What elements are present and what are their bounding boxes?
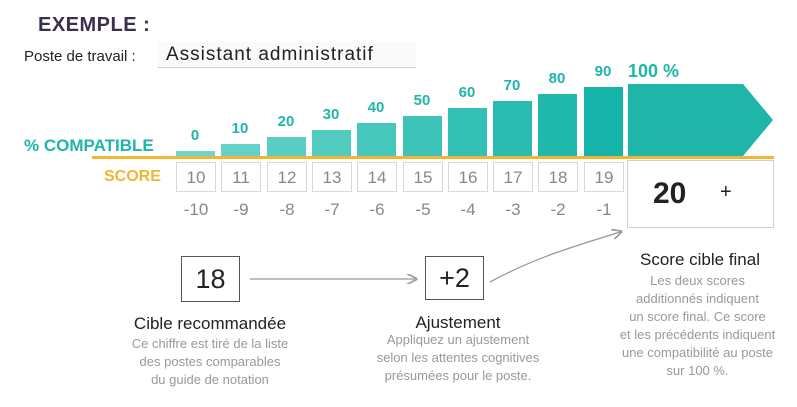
final-compatibility-arrow: [628, 84, 773, 156]
final-description-line: Les deux scores: [650, 273, 745, 288]
compatibility-percent: 70: [503, 77, 521, 95]
compatibility-bar: [312, 129, 351, 156]
score-cell: 15: [403, 162, 443, 192]
score-cell: 16: [448, 162, 488, 192]
final-description-line: un score final. Ce score: [629, 309, 766, 324]
adjustment-description-line: Appliquez un ajustement: [386, 332, 530, 347]
final-description-line: additionnés indiquent: [636, 291, 759, 306]
recommended-title: Cible recommandée: [133, 314, 287, 333]
score-offset: -4: [460, 200, 476, 219]
page-title: EXEMPLE :: [38, 14, 151, 36]
compatibility-bar: [403, 115, 442, 156]
compatibility-percent: 60: [458, 84, 476, 102]
score-offset: -6: [369, 200, 385, 219]
final-score-description: Les deux scores additionnés indiquent un s…: [585, 272, 797, 380]
recommended-description: Ce chiffre est tiré de la liste des poste…: [100, 335, 320, 389]
recommended-description-line: du guide de notation: [151, 372, 269, 387]
compatibility-percent: 50: [413, 91, 431, 109]
compatibility-bar: [176, 151, 215, 156]
score-cell: 19: [584, 162, 624, 192]
compatibility-bar: [493, 101, 532, 156]
compatibility-percent: 40: [367, 98, 385, 116]
compatibility-bar: [267, 136, 306, 156]
compatibility-bar: [221, 143, 260, 156]
compatibility-percent: 90: [594, 63, 612, 81]
score-cell: 10: [176, 162, 216, 192]
score-offset: -9: [233, 200, 249, 219]
final-score-title: Score cible final: [639, 250, 760, 269]
score-offset: -8: [279, 200, 295, 219]
score-cell: 11: [221, 162, 261, 192]
arrow-adjustment-to-final: [489, 232, 620, 283]
compatibility-percent: 30: [322, 105, 340, 123]
score-cell: 12: [267, 162, 307, 192]
compatibility-bar: [448, 108, 487, 156]
compatibility-bar: [584, 87, 623, 156]
final-description-line: et les précédents indiquent: [619, 327, 776, 342]
compatible-label: % COMPATIBLE: [24, 136, 154, 155]
adjustment-description-line: selon les attentes cognitives: [376, 350, 540, 365]
score-cell: 13: [312, 162, 352, 192]
compatibility-percent: 80: [548, 70, 566, 88]
recommended-target-box: 18: [181, 256, 240, 302]
score-cell: 17: [493, 162, 533, 192]
score-label: SCORE: [104, 168, 161, 185]
final-score-value: 20: [653, 177, 687, 210]
score-cell: 14: [357, 162, 397, 192]
job-title-field: Assistant administratif: [158, 42, 416, 68]
score-offset: -10: [183, 200, 209, 219]
final-score-plus: +: [720, 181, 732, 203]
final-percent-label: 100 %: [628, 61, 680, 81]
compatibility-percent: 20: [277, 112, 295, 130]
compatibility-bar: [357, 122, 396, 156]
compatibility-bar: [538, 94, 577, 156]
adjustment-description: Appliquez un ajustement selon les attente…: [348, 331, 568, 385]
final-description-line: une compatibilité au poste: [621, 345, 774, 360]
baseline-divider: [92, 156, 774, 159]
recommended-description-line: des postes comparables: [139, 354, 281, 369]
adjustment-description-line: présumées pour le poste.: [384, 368, 532, 383]
adjustment-box: +2: [425, 256, 484, 300]
recommended-description-line: Ce chiffre est tiré de la liste: [131, 336, 289, 351]
final-score-box: 20 +: [627, 160, 774, 228]
score-offset: -7: [324, 200, 340, 219]
adjustment-title: Ajustement: [415, 313, 501, 332]
job-label: Poste de travail :: [24, 48, 136, 65]
final-description-line: sur 100 %.: [666, 363, 729, 378]
score-cell: 18: [538, 162, 578, 192]
compatibility-percent: 10: [231, 119, 249, 137]
score-offset: -2: [550, 200, 566, 219]
compatibility-percent: 0: [190, 127, 200, 144]
score-offset: -5: [415, 200, 431, 219]
score-offset: -1: [596, 200, 612, 219]
score-offset: -3: [505, 200, 521, 219]
